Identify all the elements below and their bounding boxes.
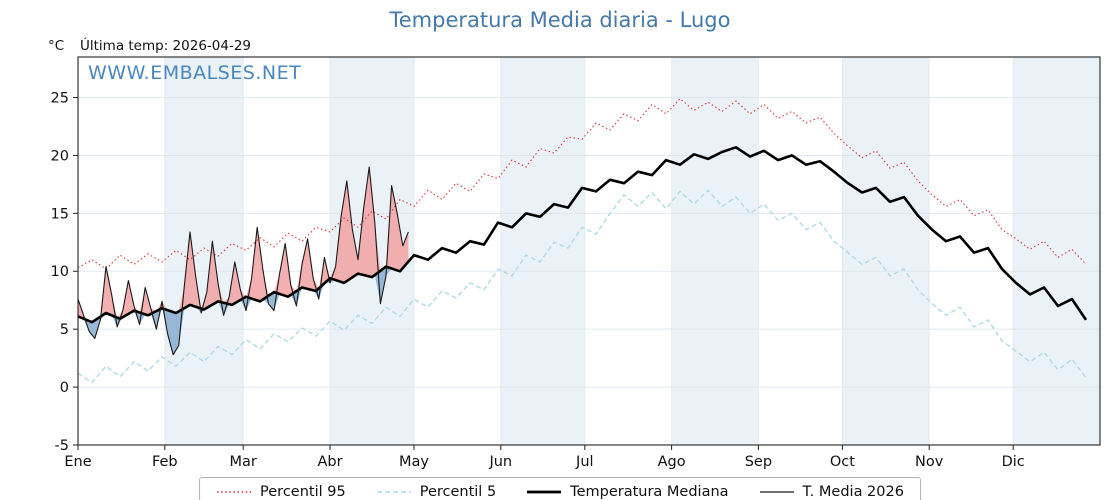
svg-text:25: 25: [51, 90, 69, 106]
chart-title: Temperatura Media diaria - Lugo: [389, 8, 731, 32]
last-temp-label: Última temp: 2026-04-29: [80, 38, 252, 54]
svg-text:Ene: Ene: [64, 454, 91, 470]
cyan-dashed-line-swatch: [376, 491, 411, 493]
svg-text:10: 10: [51, 264, 69, 280]
svg-text:Jul: Jul: [575, 454, 594, 470]
svg-text:Oct: Oct: [830, 454, 855, 470]
svg-text:Nov: Nov: [915, 454, 944, 470]
svg-text:0: 0: [60, 380, 69, 396]
svg-text:May: May: [399, 454, 429, 470]
legend-label: Temperatura Mediana: [570, 484, 729, 500]
legend: Percentil 95 Percentil 5 Temperatura Med…: [199, 477, 921, 500]
red-dotted-line-swatch: [217, 491, 252, 493]
svg-text:-5: -5: [55, 438, 69, 454]
legend-item-percentil-5: Percentil 5: [376, 484, 496, 500]
legend-label: Percentil 95: [260, 484, 346, 500]
legend-item-temperatura-mediana: Temperatura Mediana: [526, 484, 729, 500]
legend-label: Percentil 5: [419, 484, 497, 500]
black-thin-line-swatch: [759, 491, 794, 493]
y-axis-unit-label: °C: [48, 38, 65, 54]
legend-item-t-media-2026: T. Media 2026: [759, 484, 904, 500]
svg-text:Dic: Dic: [1002, 454, 1025, 470]
legend-item-percentil-95: Percentil 95: [216, 484, 346, 500]
svg-text:Sep: Sep: [745, 454, 772, 470]
svg-text:Jun: Jun: [488, 454, 512, 470]
svg-text:Feb: Feb: [152, 454, 178, 470]
svg-text:20: 20: [51, 148, 69, 164]
svg-text:Ago: Ago: [658, 454, 686, 470]
legend-label: T. Media 2026: [802, 484, 904, 500]
svg-text:15: 15: [51, 206, 69, 222]
svg-text:Mar: Mar: [230, 454, 257, 470]
svg-text:5: 5: [60, 322, 69, 338]
black-thick-line-swatch: [527, 490, 562, 494]
watermark-text: WWW.EMBALSES.NET: [88, 62, 302, 84]
svg-text:Abr: Abr: [317, 454, 342, 470]
